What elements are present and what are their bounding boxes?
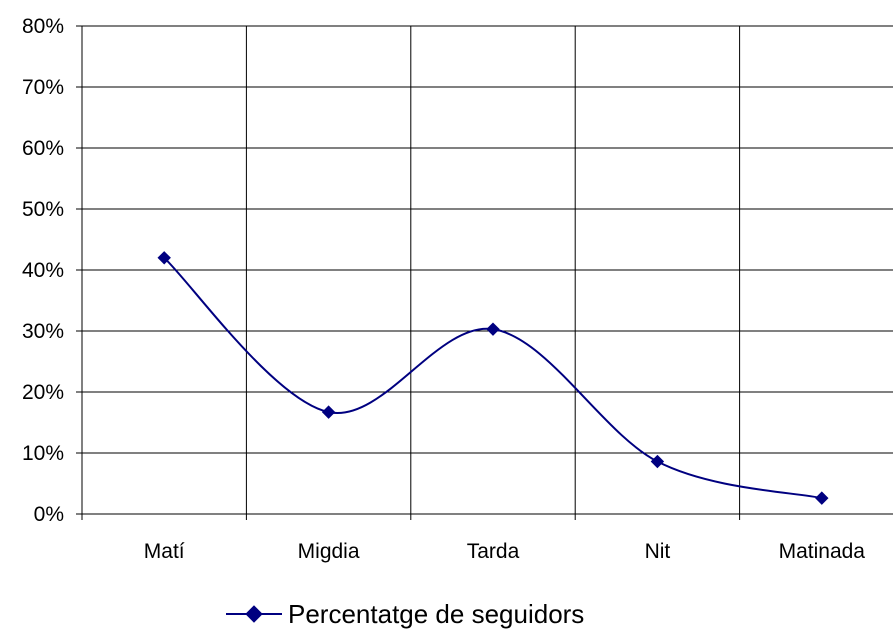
data-point-marker [321,405,336,419]
y-tick-label: 60% [22,137,64,160]
y-tick-label: 50% [22,198,64,221]
x-axis-ticks: Matí Migdia Tarda Nit Matinada [81,514,866,563]
y-tick-label: 0% [34,503,64,526]
y-tick-label: 10% [22,442,64,465]
y-tick-label: 40% [22,259,64,282]
y-axis-ticks: 0% 10% 20% 30% 40% 50% 60% 70% 80% [22,15,82,526]
grid-lines [82,25,893,514]
x-category-label: Matinada [779,540,866,563]
data-point-marker [815,491,829,505]
x-category-label: Tarda [467,540,520,563]
series-layer [157,251,829,505]
x-category-label: Migdia [298,540,360,563]
legend-diamond-icon [245,605,263,623]
y-tick-label: 20% [22,381,64,404]
y-tick-label: 70% [22,76,64,99]
data-point-marker [157,251,171,265]
series-line [163,257,823,500]
x-category-label: Nit [645,540,671,563]
data-point-marker [486,322,500,336]
x-category-label: Matí [144,540,185,563]
legend-label: Percentatge de seguidors [288,599,584,629]
y-tick-label: 80% [22,15,64,38]
data-point-marker [650,454,665,469]
legend: Percentatge de seguidors [226,599,584,629]
y-tick-label: 30% [22,320,64,343]
